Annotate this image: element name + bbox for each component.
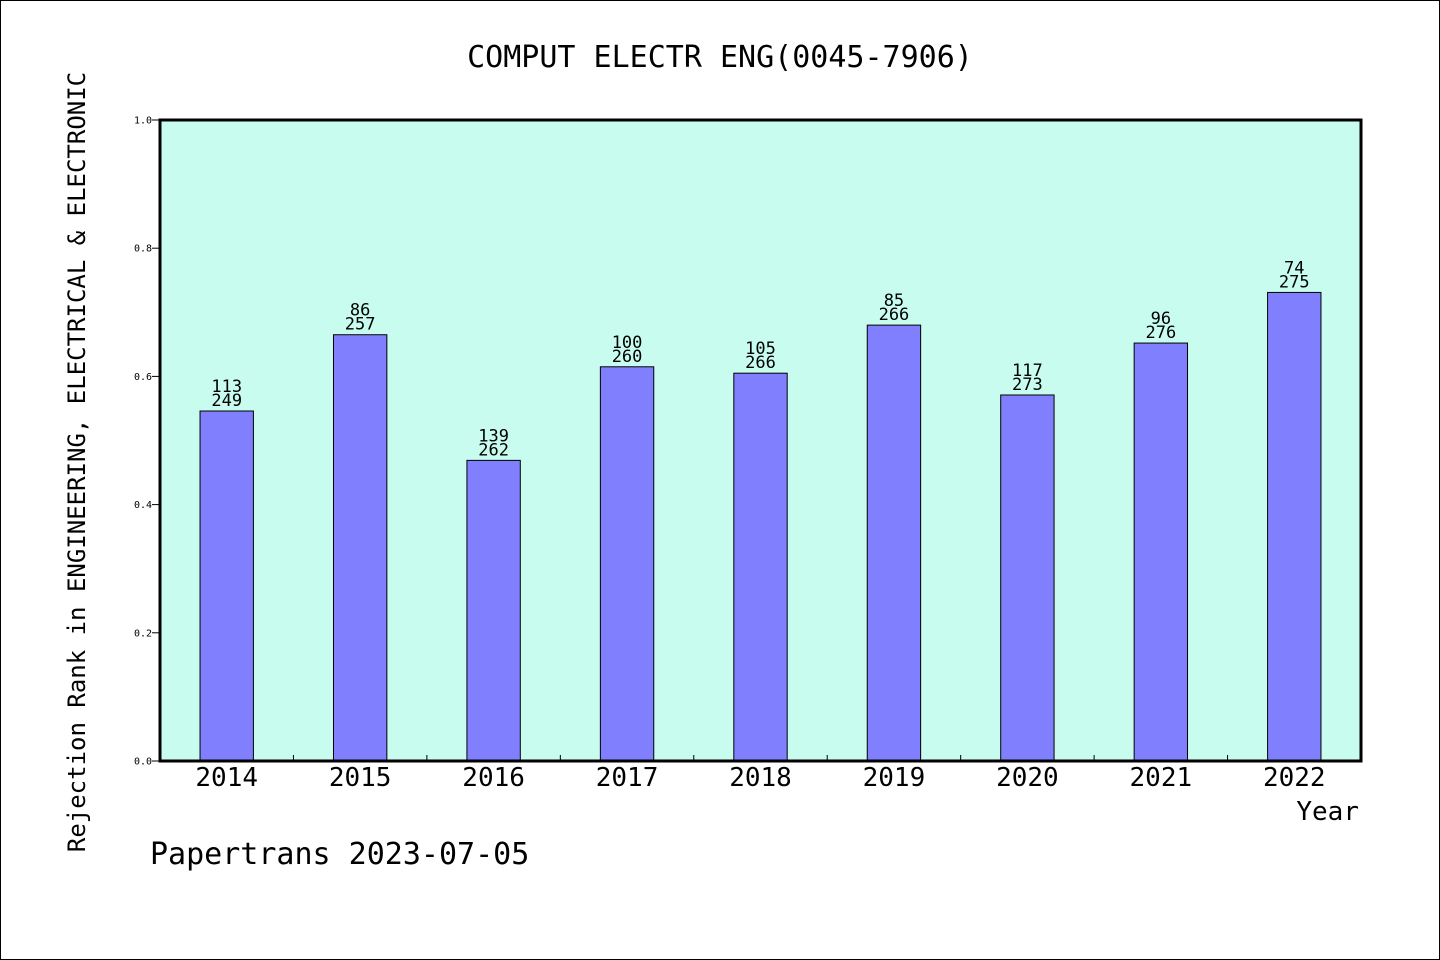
bar [199, 410, 254, 762]
x-tick-label: 2017 [596, 763, 659, 793]
y-axis-label: Rejection Rank in ENGINEERING, ELECTRICA… [63, 72, 91, 852]
x-tick-label: 2015 [329, 763, 392, 793]
total-label: 262 [478, 440, 509, 460]
footer-stamp: Papertrans 2023-07-05 [150, 837, 529, 872]
total-label: 266 [745, 353, 776, 373]
y-axis: 0.0 0.2 0.4 0.6 0.8 1.0 [134, 116, 160, 768]
bar [733, 372, 788, 762]
y-tick-label: 0.4 [134, 500, 152, 511]
y-tick-label: 0.2 [134, 628, 152, 639]
total-label: 257 [345, 315, 376, 335]
total-label: 273 [1012, 375, 1043, 395]
bar [1267, 291, 1322, 762]
x-axis-label: Year [1296, 797, 1359, 827]
total-label: 276 [1145, 323, 1176, 343]
x-tick-label: 2019 [863, 763, 926, 793]
x-tick-label: 2021 [1130, 763, 1193, 793]
total-label: 249 [211, 391, 242, 411]
bar [1000, 394, 1055, 762]
rank-label: 105 [745, 339, 776, 359]
bars-group [199, 291, 1322, 762]
y-tick-label: 0.8 [134, 244, 152, 255]
x-tick-label: 2014 [195, 763, 258, 793]
x-tick-label: 2020 [996, 763, 1059, 793]
rank-label: 113 [211, 377, 242, 397]
rank-label: 86 [350, 301, 370, 321]
bar [1133, 342, 1189, 762]
rank-label: 117 [1012, 361, 1043, 381]
rank-label: 85 [884, 291, 904, 311]
x-tick-label: 2022 [1263, 763, 1326, 793]
total-label: 266 [879, 305, 910, 325]
y-tick-label: 0.0 [134, 757, 152, 768]
x-tick-label: 2016 [462, 763, 525, 793]
rank-label: 96 [1151, 309, 1171, 329]
plot-border [158, 118, 1363, 763]
bar [599, 366, 655, 762]
y-tick-label: 1.0 [134, 116, 152, 127]
bar [866, 324, 922, 762]
rank-label: 139 [478, 426, 509, 446]
chart-title: COMPUT ELECTR ENG(0045-7906) [467, 40, 973, 75]
total-label: 275 [1279, 272, 1310, 292]
y-tick-label: 0.6 [134, 372, 152, 383]
rank-label: 100 [612, 333, 643, 353]
total-label: 260 [612, 347, 643, 367]
bar [466, 459, 521, 762]
bar [332, 334, 388, 762]
x-axis: 2014 2015 2016 2017 2018 2019 2020 2021 2022 [195, 755, 1326, 793]
x-tick-label: 2018 [729, 763, 792, 793]
rank-label: 74 [1284, 258, 1304, 278]
